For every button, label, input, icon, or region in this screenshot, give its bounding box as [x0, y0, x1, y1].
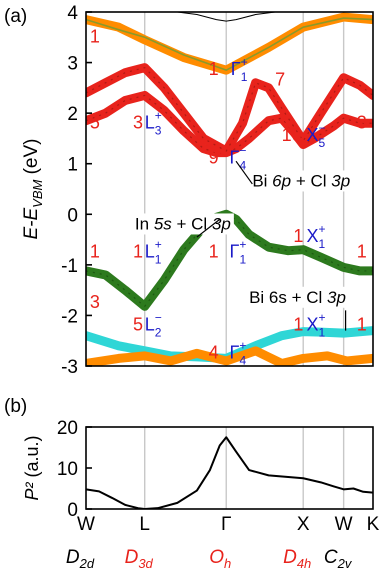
- orbital-label: Bi 6p + Cl 3p: [252, 171, 350, 190]
- y-tick-label: 1: [67, 155, 78, 176]
- irrep-label: Γ+ 1: [231, 55, 248, 84]
- point-group-label: D2d: [66, 547, 95, 571]
- degeneracy-label: 1: [90, 241, 100, 261]
- degeneracy-label: 1: [209, 241, 219, 261]
- irrep-label: X+ 1: [306, 311, 325, 340]
- y-tick-label: -2: [61, 306, 78, 327]
- panel-b-y-axis-label: P² (a.u.): [22, 435, 42, 500]
- orbital-label-bg: [249, 170, 354, 192]
- band-line: [86, 17, 373, 71]
- degeneracy-label: 1: [133, 241, 143, 261]
- degeneracy-label: 1: [357, 315, 367, 335]
- degeneracy-label: 5: [133, 315, 143, 335]
- kpoint-label: Γ: [221, 514, 231, 535]
- band-line: [86, 346, 373, 366]
- panel-b-frame: [85, 426, 374, 510]
- degeneracy-label: 1: [293, 226, 303, 246]
- degeneracy-label: 7: [275, 69, 285, 89]
- y-tick-label: 3: [67, 54, 78, 75]
- orbital-label-bg: [131, 213, 234, 235]
- y-tick-label: -3: [61, 357, 78, 378]
- point-group-label: D3d: [125, 547, 154, 571]
- kpoint-label: K: [367, 514, 380, 535]
- irrep-label: Γ− 4: [230, 144, 247, 173]
- panel-b-kpoint-lines: [144, 427, 345, 509]
- kpoint-label: L: [139, 514, 150, 535]
- degeneracy-label: 1: [90, 26, 100, 46]
- panel-a-label: (a): [4, 6, 27, 27]
- panel-a-annotations: 1 5 3 1 1 3 5 1 7 9 10 3 1 1 1 4 1 1 Γ+ 1 L+ 3 Γ− 4 X− 5 L+ 1 Γ+ 1 X+ 1…: [90, 26, 367, 367]
- degeneracy-label: 3: [357, 112, 367, 132]
- irrep-label: Γ+ 1: [230, 237, 247, 266]
- degeneracy-label: 3: [133, 112, 143, 132]
- degeneracy-label: 4: [209, 342, 219, 362]
- band-line: [176, 12, 276, 22]
- band-line: [86, 63, 373, 156]
- band-line: [86, 90, 373, 158]
- irrep-label: Γ+ 4: [230, 338, 247, 367]
- orbital-label-bg: [246, 286, 349, 308]
- leader-line: [196, 218, 221, 238]
- irrep-label: L+ 1: [145, 237, 162, 266]
- point-group-labels: D2d D3d Oh D4h C2v: [66, 547, 353, 571]
- y-tick-label: 2: [67, 104, 78, 125]
- point-group-label: Oh: [209, 547, 231, 571]
- kpoint-label: W: [77, 514, 95, 535]
- panel-a-frame: [85, 11, 374, 367]
- y-tick-label: -1: [61, 256, 78, 277]
- band-line: [86, 12, 373, 75]
- point-group-label: D4h: [283, 547, 311, 571]
- degeneracy-label: 1: [293, 315, 303, 335]
- irrep-label: L+ 3: [145, 108, 162, 137]
- band-line-dots: [86, 213, 373, 308]
- kpoint-label: W: [335, 514, 353, 535]
- band-line-dots: [86, 66, 373, 152]
- degeneracy-label: 10: [282, 125, 302, 145]
- irrep-label: X+ 1: [306, 222, 325, 251]
- panel-b-label: (b): [4, 396, 27, 417]
- p2-curve: [86, 436, 373, 509]
- degeneracy-label: 5: [90, 112, 100, 132]
- degeneracy-label: 3: [90, 292, 100, 312]
- panel-b-y-ticks: 20 10 0: [57, 418, 92, 521]
- panel-a-y-axis-label: E-EVBM (eV): [21, 138, 45, 239]
- leader-line: [235, 160, 253, 185]
- point-group-label: C2v: [324, 547, 353, 571]
- panel-a-y-ticks: 4 3 2 1 0 -1 -2 -3: [61, 3, 92, 378]
- y-tick-label: 0: [67, 205, 78, 226]
- orbital-label: In 5s + Cl 3p: [135, 214, 231, 233]
- orbital-label: Bi 6s + Cl 3p: [249, 288, 346, 307]
- degeneracy-label: 1: [357, 241, 367, 261]
- kpoint-label: X: [297, 514, 310, 535]
- degeneracy-label: 9: [209, 148, 219, 168]
- y-tick-label: 0: [67, 500, 78, 521]
- y-tick-label: 4: [67, 3, 78, 24]
- y-tick-label: 20: [57, 418, 78, 439]
- irrep-label: L− 2: [145, 311, 162, 340]
- irrep-label: X− 5: [306, 121, 325, 150]
- panel-b-curve: [86, 436, 373, 509]
- y-tick-label: 10: [57, 459, 78, 480]
- degeneracy-label: 1: [209, 59, 219, 79]
